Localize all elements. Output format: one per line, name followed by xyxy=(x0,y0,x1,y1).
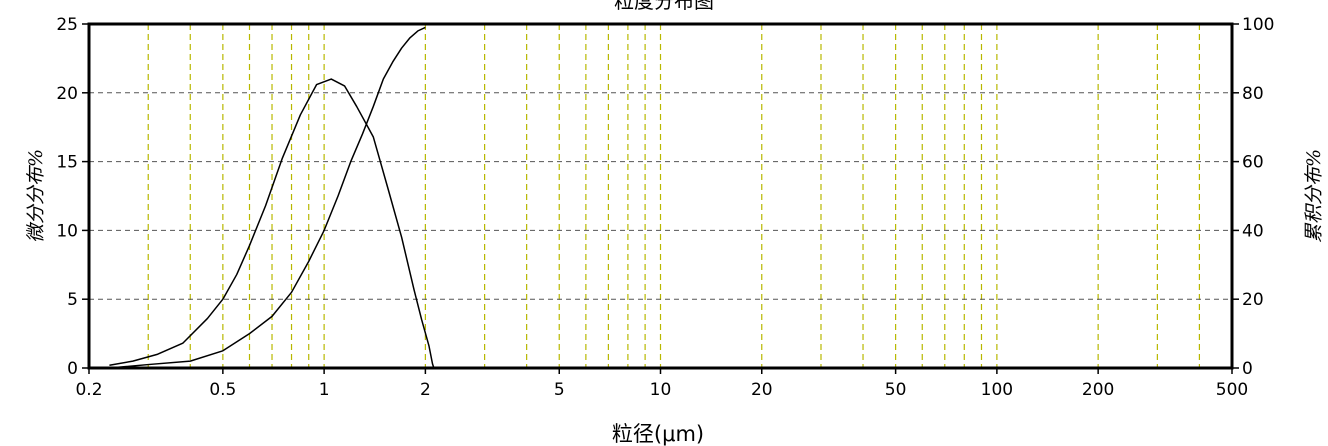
x-tick-label: 100 xyxy=(981,380,1013,400)
y-right-tick-label: 20 xyxy=(1242,290,1264,310)
x-tick-label: 0.2 xyxy=(75,380,102,400)
x-tick-label: 10 xyxy=(650,380,672,400)
x-tick-label: 50 xyxy=(885,380,907,400)
y-right-tick-label: 60 xyxy=(1242,153,1264,173)
x-axis: 0.2 0.5 1 2 5 10 20 50 100 200 500 xyxy=(75,368,1248,400)
chart-title: 粒度分布图 xyxy=(614,0,714,13)
left-y-axis: 0 5 10 15 20 25 xyxy=(56,15,89,379)
x-tick-label: 20 xyxy=(751,380,773,400)
y-left-tick-label: 20 xyxy=(56,84,78,104)
y-left-tick-label: 25 xyxy=(56,15,78,35)
x-tick-label: 500 xyxy=(1216,380,1248,400)
cumulative-line xyxy=(109,26,426,369)
y-axis-left-title: 微分分布% xyxy=(25,149,47,243)
y-right-tick-label: 100 xyxy=(1242,15,1274,35)
x-tick-label: 5 xyxy=(554,380,565,400)
x-tick-label: 1 xyxy=(319,380,330,400)
y-left-tick-label: 10 xyxy=(56,221,78,241)
y-right-tick-label: 40 xyxy=(1242,221,1264,241)
x-tick-label: 0.5 xyxy=(209,380,236,400)
y-left-tick-label: 15 xyxy=(56,153,78,173)
differential-line xyxy=(109,78,435,369)
y-left-tick-label: 0 xyxy=(67,359,78,379)
y-left-tick-label: 5 xyxy=(67,290,78,310)
series-layer xyxy=(109,26,435,369)
x-tick-label: 200 xyxy=(1082,380,1114,400)
y-axis-right-title: 累积分布% xyxy=(1303,149,1325,243)
grid-layer xyxy=(89,24,1232,368)
x-tick-label: 2 xyxy=(420,380,431,400)
right-y-axis: 0 20 40 60 80 100 xyxy=(1232,15,1274,379)
y-right-tick-label: 0 xyxy=(1242,359,1253,379)
x-axis-title: 粒径(μm) xyxy=(612,422,704,446)
y-right-tick-label: 80 xyxy=(1242,84,1264,104)
